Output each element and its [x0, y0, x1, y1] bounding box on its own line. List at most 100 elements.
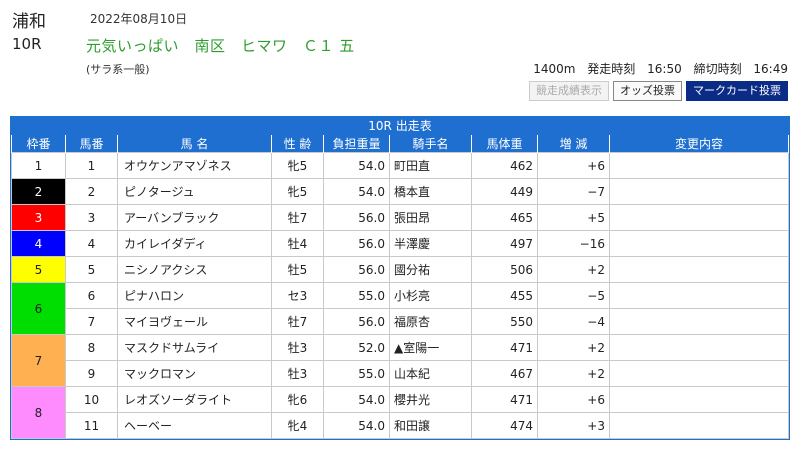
body-weight: 474: [471, 412, 538, 439]
change-note: [609, 360, 789, 387]
col-header-body-weight: 馬体重: [471, 135, 538, 153]
jockey-name: 町田直: [389, 152, 472, 179]
table-row: 7 8 マスクドサムライ 牡3 52.0 ▲室陽一 471 +2: [11, 334, 789, 387]
race-name: 元気いっぱい 南区 ヒマワ Ｃ１ 五: [86, 37, 355, 55]
carried-weight: 54.0: [323, 178, 390, 205]
frame-number: 7: [11, 334, 66, 387]
change-note: [609, 256, 789, 283]
horse-name: レオズソーダライト: [117, 386, 272, 413]
sex-age: 牡4: [271, 230, 324, 257]
table-row: 11 ヘーベー 牝4 54.0 和田譲 474 +3: [12, 412, 789, 439]
carried-weight: 55.0: [323, 282, 390, 309]
col-header-diff: 増 減: [537, 135, 610, 153]
horse-number: 4: [65, 230, 118, 257]
weight-diff: +6: [537, 386, 610, 413]
frame-number: 6: [11, 282, 66, 335]
carried-weight: 56.0: [323, 308, 390, 335]
weight-diff: +5: [537, 204, 610, 231]
horse-name: アーバンブラック: [117, 204, 272, 231]
frame-number: 8: [11, 386, 66, 439]
jockey-name: 張田昂: [389, 204, 472, 231]
horse-name: ピナハロン: [117, 282, 272, 309]
body-weight: 455: [471, 282, 538, 309]
change-note: [609, 282, 789, 309]
sex-age: 牡3: [271, 360, 324, 387]
jockey-name: 橋本直: [389, 178, 472, 205]
change-note: [609, 204, 789, 231]
weight-diff: −7: [537, 178, 610, 205]
carried-weight: 56.0: [323, 204, 390, 231]
table-row: 3 3 アーバンブラック 牡7 56.0 張田昂 465 +5: [11, 204, 789, 231]
weight-diff: +2: [537, 334, 610, 361]
horse-name: カイレイダディ: [117, 230, 272, 257]
frame-number: 1: [11, 152, 66, 179]
markcard-vote-button[interactable]: マークカード投票: [686, 81, 788, 101]
horse-number: 5: [65, 256, 118, 283]
sex-age: 牝5: [271, 178, 324, 205]
horse-number: 11: [65, 412, 118, 439]
frame-number: 5: [11, 256, 66, 283]
carried-weight: 54.0: [323, 386, 390, 413]
body-weight: 467: [471, 360, 538, 387]
body-weight: 550: [471, 308, 538, 335]
col-header-horse-no: 馬番: [65, 135, 118, 153]
weight-diff: +6: [537, 152, 610, 179]
venue-name: 浦和: [12, 12, 46, 32]
body-weight: 497: [471, 230, 538, 257]
table-row: 8 10 レオズソーダライト 牝6 54.0 櫻井光 471 +6: [11, 386, 789, 439]
table-row: 7 マイヨヴェール 牡7 56.0 福原杏 550 −4: [12, 308, 789, 335]
weight-diff: −4: [537, 308, 610, 335]
horse-name: マックロマン: [117, 360, 272, 387]
horse-name: マスクドサムライ: [117, 334, 272, 361]
carried-weight: 55.0: [323, 360, 390, 387]
jockey-name: 福原杏: [389, 308, 472, 335]
col-header-horse-name: 馬 名: [117, 135, 272, 153]
col-header-weight: 負担重量: [323, 135, 390, 153]
carried-weight: 54.0: [323, 152, 390, 179]
jockey-name: 山本紀: [389, 360, 472, 387]
horse-name: ヘーベー: [117, 412, 272, 439]
jockey-name: 櫻井光: [389, 386, 472, 413]
table-row: 9 マックロマン 牡3 55.0 山本紀 467 +2: [12, 360, 789, 387]
frame-number: 3: [11, 204, 66, 231]
col-header-change: 変更内容: [609, 135, 789, 153]
horse-number: 8: [65, 334, 118, 361]
horse-name: ピノタージュ: [117, 178, 272, 205]
table-title: 10R 出走表: [11, 117, 789, 135]
horse-number: 1: [65, 152, 118, 179]
entry-table-body: 1 1 オウケンアマゾネス 牝5 54.0 町田直 462 +6 2 2 ピノタージュ 牝5 54.0 橋…: [11, 152, 789, 439]
sex-age: 牝4: [271, 412, 324, 439]
race-date: 2022年08月10日: [90, 12, 188, 26]
carried-weight: 56.0: [323, 230, 390, 257]
table-row: 1 1 オウケンアマゾネス 牝5 54.0 町田直 462 +6: [11, 152, 789, 179]
sex-age: 牡5: [271, 256, 324, 283]
jockey-name: 半澤慶: [389, 230, 472, 257]
weight-diff: −16: [537, 230, 610, 257]
table-header-row: 枠番 馬番 馬 名 性 齢 負担重量 騎手名 馬体重 増 減 変更内容: [11, 135, 789, 153]
frame-number: 4: [11, 230, 66, 257]
body-weight: 471: [471, 386, 538, 413]
entry-table: 10R 出走表 枠番 馬番 馬 名 性 齢 負担重量 騎手名 馬体重 増 減 変…: [10, 116, 790, 440]
results-button[interactable]: 競走成績表示: [529, 81, 609, 101]
jockey-name: 小杉亮: [389, 282, 472, 309]
change-note: [609, 230, 789, 257]
table-row: 2 2 ピノタージュ 牝5 54.0 橋本直 449 −7: [11, 178, 789, 205]
horse-name: ニシノアクシス: [117, 256, 272, 283]
body-weight: 506: [471, 256, 538, 283]
sex-age: 牝6: [271, 386, 324, 413]
horse-number: 6: [65, 282, 118, 309]
start-time: 16:50: [647, 62, 682, 76]
jockey-name: ▲室陽一: [389, 334, 472, 361]
change-note: [609, 308, 789, 335]
sex-age: セ3: [271, 282, 324, 309]
jockey-name: 和田譲: [389, 412, 472, 439]
sex-age: 牝5: [271, 152, 324, 179]
race-number: 10R: [12, 35, 42, 53]
horse-name: マイヨヴェール: [117, 308, 272, 335]
weight-diff: +2: [537, 256, 610, 283]
weight-diff: +3: [537, 412, 610, 439]
sex-age: 牡3: [271, 334, 324, 361]
horse-number: 7: [65, 308, 118, 335]
race-class: (サラ系一般): [86, 63, 150, 76]
odds-vote-button[interactable]: オッズ投票: [613, 81, 682, 101]
